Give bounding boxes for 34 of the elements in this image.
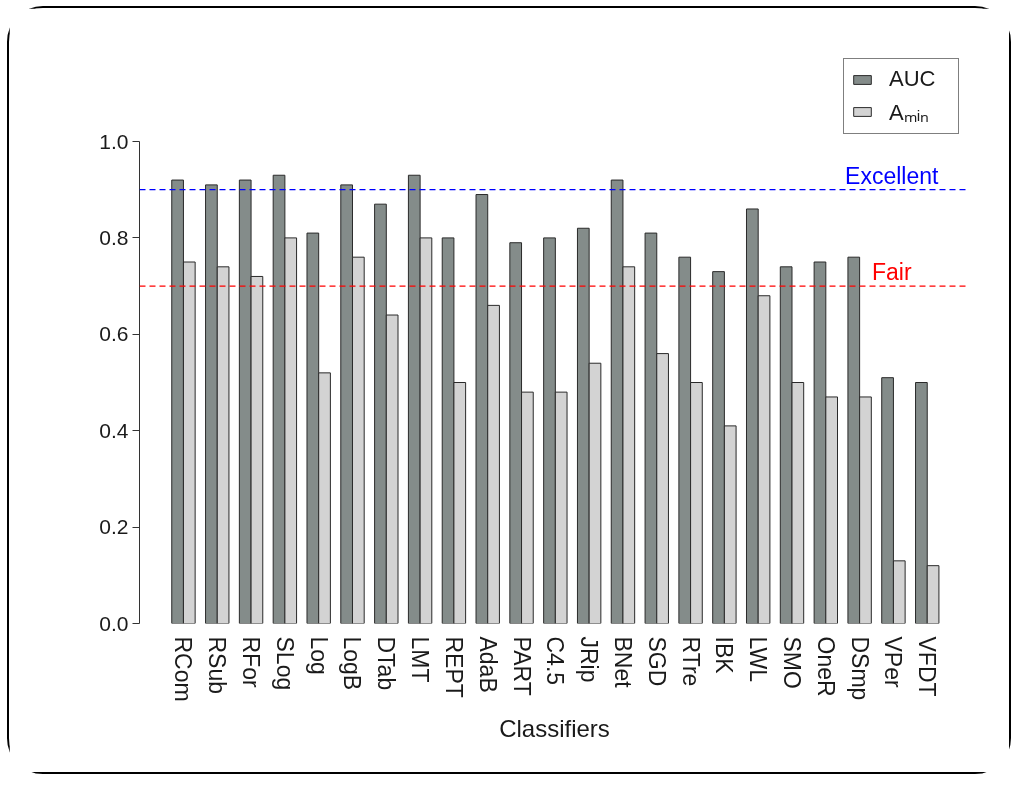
x-tick-label: JRip — [576, 636, 603, 683]
x-tick-label: RSub — [204, 636, 231, 695]
x-tick-label: OneR — [812, 636, 839, 697]
x-tick-label: RCom — [170, 636, 197, 702]
x-tick-label: VFDT — [914, 636, 941, 697]
x-tick-label: LWL — [745, 636, 772, 683]
x-tick-label: LogB — [339, 636, 366, 691]
y-tick-label: 1.0 — [99, 129, 129, 153]
x-tick-label: SLog — [271, 636, 298, 691]
x-tick-label: SGD — [643, 636, 670, 687]
x-tick-label: AdaB — [474, 636, 501, 693]
y-tick-label: 0.2 — [99, 515, 129, 539]
y-tick-label: 0.0 — [99, 611, 129, 635]
x-tick-label: SMO — [779, 636, 806, 689]
x-tick-label: Log — [305, 636, 332, 675]
y-tick-label: 0.4 — [99, 418, 129, 442]
x-tick-label: BNet — [609, 636, 636, 689]
x-tick-label: RFor — [238, 636, 265, 688]
legend-label: AUC — [889, 66, 937, 92]
x-tick-label: VPer — [880, 636, 907, 688]
y-tick-label: 0.8 — [99, 225, 129, 249]
x-tick-label: DTab — [373, 636, 400, 691]
x-tick-label: PART — [508, 636, 535, 696]
x-tick-label: REPT — [440, 636, 467, 698]
x-tick-label: DSmp — [846, 636, 873, 701]
ref-line-label: Excellent — [845, 162, 940, 189]
x-tick-label: C4.5 — [542, 636, 569, 686]
legend-label: Aₘᵢₙ — [889, 99, 931, 126]
x-tick-label: IBK — [711, 636, 738, 675]
x-tick-label: LMT — [407, 636, 434, 683]
x-tick-label: RTre — [677, 636, 704, 687]
y-tick-label: 0.6 — [99, 322, 129, 346]
ref-line-label: Fair — [871, 259, 912, 286]
x-axis-title: Classifiers — [499, 714, 610, 742]
